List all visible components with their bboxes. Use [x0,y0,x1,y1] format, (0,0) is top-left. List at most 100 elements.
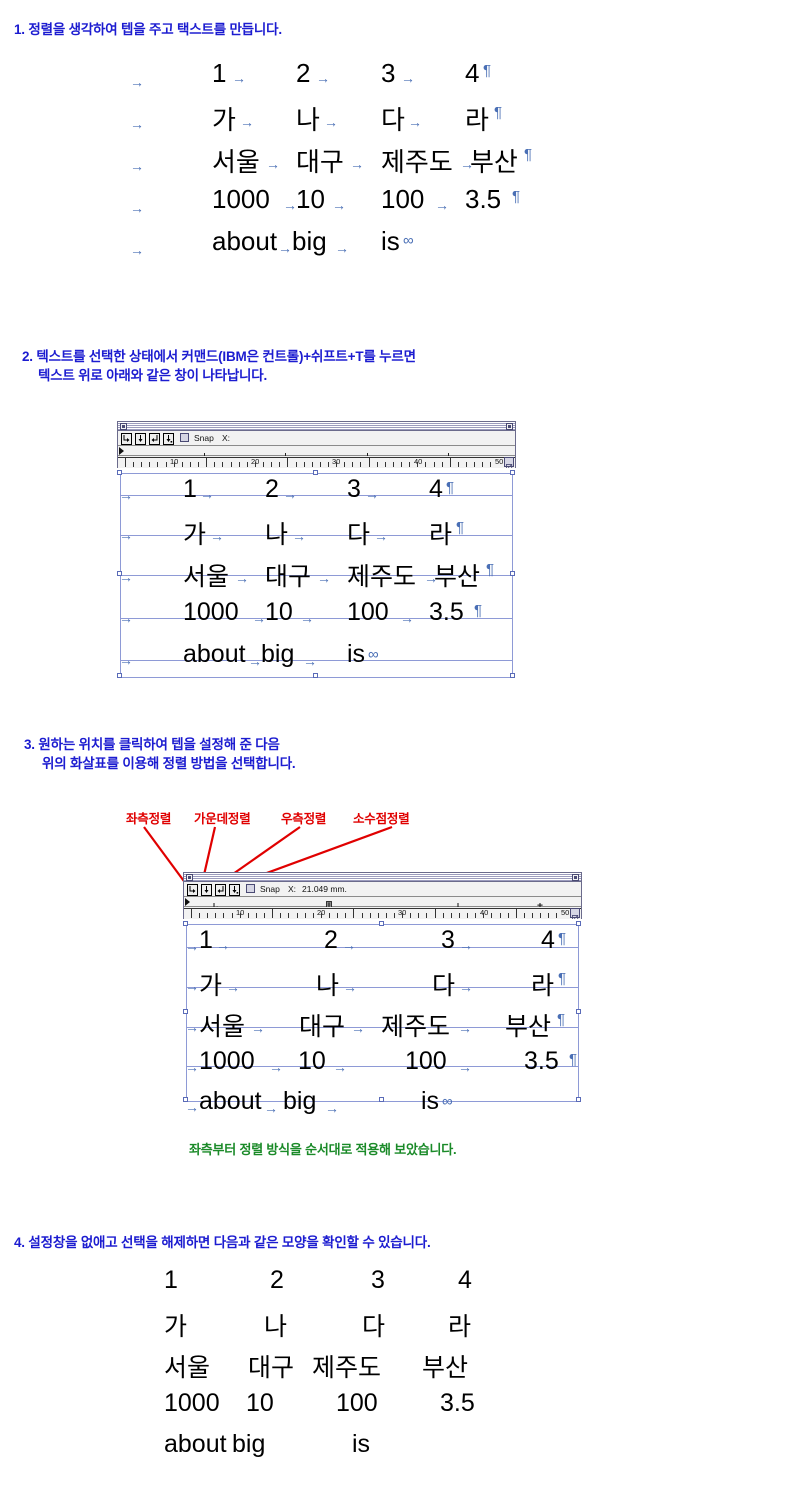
cell-text: 제주도 [381,1013,451,1041]
selection-handle[interactable] [313,470,318,475]
cell-text: 서울 [164,1354,211,1382]
ruler-tick [296,913,298,918]
cell-text: is [421,1087,440,1115]
selection-handle[interactable] [379,921,384,926]
selection-handle[interactable] [510,673,515,678]
selection-handle[interactable] [313,673,318,678]
snap-toggle-icon[interactable] [180,433,189,442]
tab-icon: → [459,937,473,953]
align-center-tab-icon [204,886,209,893]
text-baseline [121,495,512,496]
ruler-tick [441,462,443,467]
palette-close-box[interactable] [186,874,193,881]
snap-toggle-icon[interactable] [246,884,255,893]
cell-text: about [212,226,278,256]
indent-marker-icon[interactable] [185,898,190,906]
ruler-units-button[interactable] [504,457,514,468]
ruler-tick [491,913,493,918]
tab-icon: → [400,610,414,626]
cell-text: 4 [465,58,480,88]
pilcrow-icon: ¶ [557,1011,566,1028]
palette-title-bar[interactable] [184,873,581,882]
ruler-tick [410,913,412,918]
ruler-tick [556,913,558,918]
pilcrow-icon: ¶ [558,970,567,987]
selection-handle[interactable] [510,470,515,475]
align-center-tab-button[interactable] [135,432,146,445]
tab-icon: → [252,610,266,626]
palette-zoom-box[interactable] [572,874,579,881]
tab-icon: → [269,1059,283,1075]
cell-text: 제주도 [381,147,453,177]
selection-handle[interactable] [117,571,122,576]
align-right-tab-button[interactable] [215,883,226,896]
selection-handle[interactable] [183,1097,188,1102]
cell-text: 부산 [505,1013,552,1041]
ruler-tick [475,913,477,918]
ruler-tick [206,458,208,467]
ruler-tick [247,913,249,918]
ruler-tick [385,913,387,918]
palette-ruler[interactable]: 10 20 30 40 50 [118,456,515,468]
cell-text: is [381,226,400,256]
selection-handle[interactable] [183,921,188,926]
ruler-tick [458,913,460,918]
text-baseline [121,535,512,536]
ruler-tick [507,913,509,918]
pilcrow-icon: ¶ [494,104,503,121]
selection-handle[interactable] [510,571,515,576]
leading-tab-icon: → [185,1059,199,1075]
ruler-tick [368,458,370,467]
cell-text: 1000 [183,598,239,626]
align-decimal-tab-button[interactable] [229,883,240,896]
selection-handle[interactable] [576,921,581,926]
ruler-tick [418,913,420,918]
ruler-tick [230,462,232,467]
align-left-tab-button[interactable] [187,883,198,896]
cell-text: 1 [164,1266,178,1294]
cell-text: 1000 [199,1047,255,1075]
selection-handle[interactable] [576,1097,581,1102]
align-decimal-tab-button[interactable] [163,432,174,445]
tab-icon: → [333,1059,347,1075]
ruler-tick [319,462,321,467]
tab-icon: → [408,114,422,130]
pilcrow-icon: ¶ [512,188,521,205]
palette-tab-strip[interactable] [118,446,515,459]
indent-marker-icon[interactable] [119,447,124,455]
palette-close-box[interactable] [120,423,127,430]
cell-text: 2 [324,926,338,954]
cell-text: 가 [199,972,223,1000]
tab-palette-window-2[interactable]: Snap X: 21.049 mm. 10 20 30 40 50 [183,872,582,919]
selection-handle[interactable] [379,1097,384,1102]
selection-handle[interactable] [117,673,122,678]
palette-ruler[interactable]: 10 20 30 40 50 [184,907,581,919]
cell-text: is [352,1430,371,1458]
palette-title-bar[interactable] [118,422,515,431]
cell-text: big [283,1087,317,1115]
pilcrow-icon: ¶ [446,479,455,496]
selection-handle[interactable] [117,470,122,475]
selection-handle[interactable] [183,1009,188,1014]
tab-icon: → [324,114,338,130]
ruler-tick [345,913,347,918]
leading-tab-icon: → [185,1099,199,1115]
ruler-tick [433,462,435,467]
ruler-tick [189,462,191,467]
palette-tab-strip[interactable] [184,897,581,910]
ruler-units-button[interactable] [570,908,580,919]
ruler-tick [141,462,143,467]
ruler-tick [402,913,404,918]
align-left-tab-button[interactable] [121,432,132,445]
cell-text: 100 [336,1389,378,1417]
tab-icon: → [424,570,438,586]
palette-zoom-box[interactable] [506,423,513,430]
snap-label: Snap [194,433,214,443]
tab-palette-window-1[interactable]: Snap X: 10 20 30 40 50 [117,421,516,468]
align-center-tab-button[interactable] [201,883,212,896]
selection-handle[interactable] [576,1009,581,1014]
align-right-tab-button[interactable] [149,432,160,445]
ruler-baseline [184,908,581,909]
ruler-number: 10 [236,908,244,917]
ruler-tick [133,462,135,467]
